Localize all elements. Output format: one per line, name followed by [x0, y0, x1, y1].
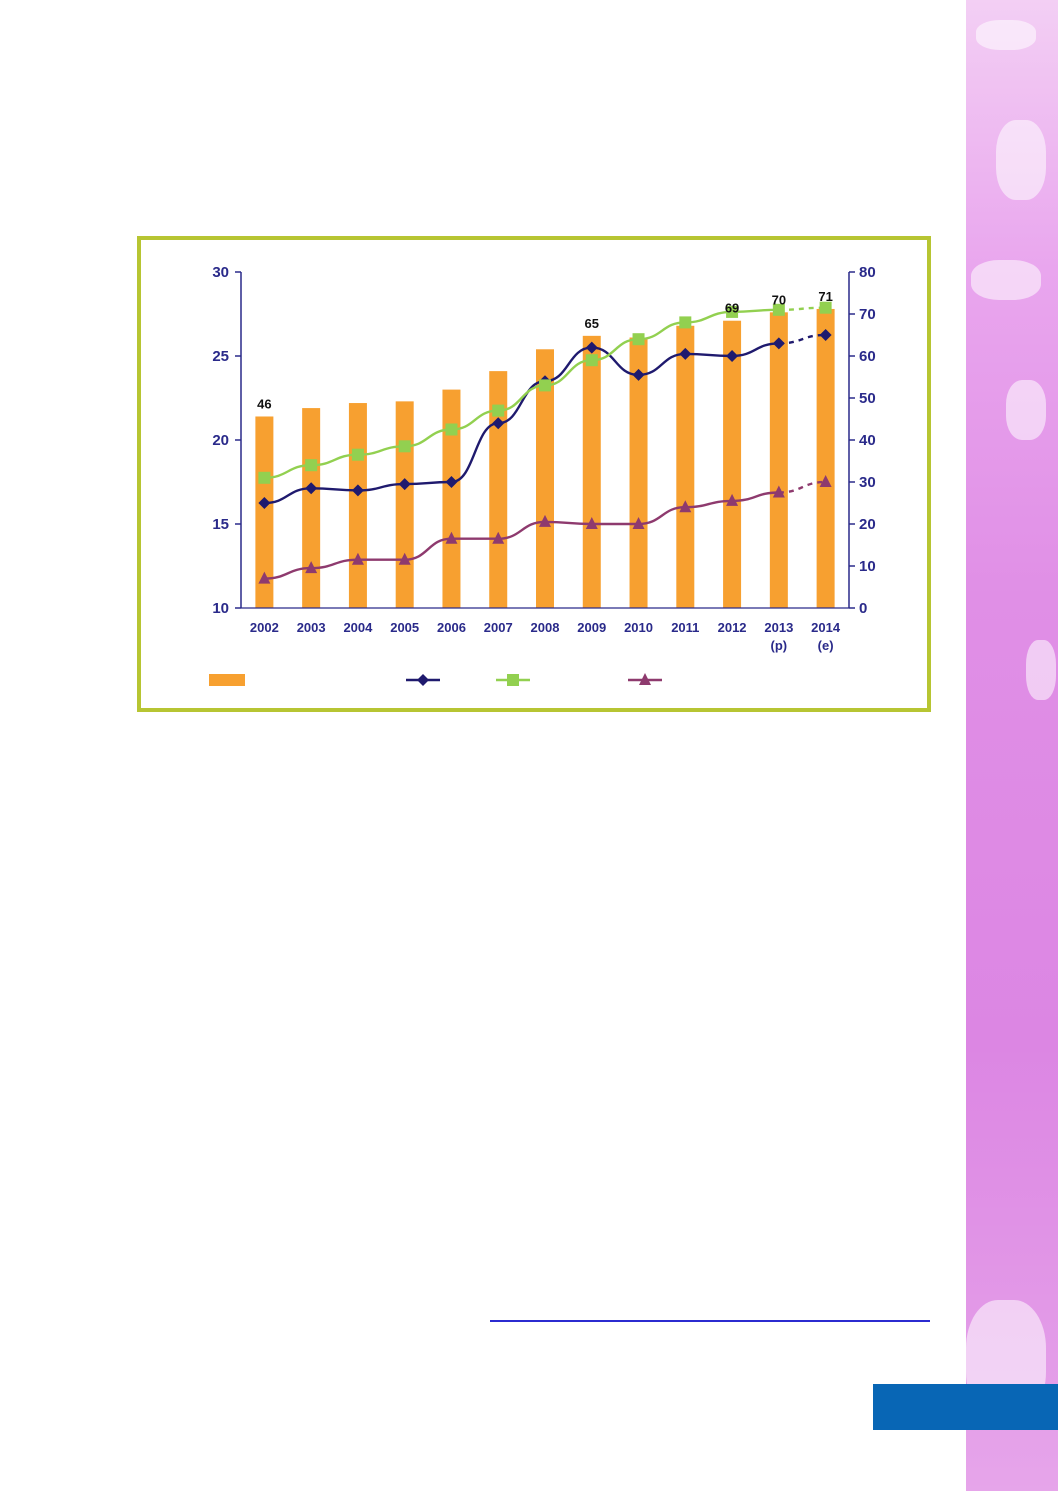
x-tick-label-2006: 2006 — [437, 620, 466, 635]
x-tick-sublabel-2013: (p) — [771, 638, 788, 653]
series-triangle-point-2005 — [398, 552, 411, 565]
bar-2005 — [395, 401, 414, 608]
series-triangle-point-2002 — [258, 571, 271, 584]
chart-frame: 10 15 20 25 30 0 10 20 30 40 50 60 70 80 2002 2003 2004… — [137, 236, 931, 712]
series-diamond-point-2006 — [445, 476, 458, 488]
series-triangle-line — [264, 491, 779, 580]
series-diamond-point-2004 — [351, 484, 364, 497]
x-tick-label-2007: 2007 — [484, 620, 513, 635]
series-triangle-point-2007 — [492, 531, 505, 544]
series-triangle-point-2004 — [351, 552, 364, 565]
series-square-line — [264, 308, 779, 479]
left-axis-tick-label: 25 — [212, 348, 229, 365]
bar-2013 — [769, 312, 788, 608]
series-diamond-line — [264, 342, 779, 505]
series-square-point-2008 — [539, 379, 551, 392]
bar-2003 — [302, 408, 321, 608]
series-diamond-point-2005 — [398, 478, 411, 491]
bar-data-label-2002: 46 — [257, 396, 271, 411]
x-tick-label-2004: 2004 — [343, 620, 373, 635]
series-diamond-point-2014 — [819, 329, 832, 341]
series-square-point-2004 — [351, 448, 364, 461]
bar-data-label-2012: 69 — [725, 301, 739, 316]
legend-bar-swatch — [209, 674, 245, 686]
bar-2008 — [536, 349, 554, 608]
series-diamond-point-2010 — [632, 368, 645, 381]
right-axis-tick-label: 60 — [859, 348, 876, 365]
bar-2004 — [348, 403, 367, 608]
x-tick-label-2012: 2012 — [718, 620, 747, 635]
bar-data-label-2013: 70 — [772, 292, 786, 307]
left-axis-tick-label: 10 — [212, 600, 229, 617]
right-axis-tick-label: 30 — [859, 474, 876, 491]
series-diamond-point-2009 — [585, 341, 598, 354]
series-square-point-2002 — [258, 471, 271, 484]
series-triangle-point-2010 — [632, 517, 645, 529]
bar-2009 — [582, 335, 601, 608]
series-square-point-2005 — [398, 440, 411, 453]
bar-2014 — [816, 308, 835, 608]
x-tick-label-2011: 2011 — [671, 620, 699, 635]
series-triangle-point-2011 — [679, 500, 692, 513]
x-tick-label-2005: 2005 — [390, 620, 419, 635]
series-diamond-point-2002 — [258, 497, 271, 509]
series-triangle-point-2012 — [726, 493, 739, 506]
bar-2011 — [676, 325, 695, 608]
series-square-point-2014 — [819, 301, 832, 314]
right-axis-tick-label: 50 — [859, 390, 876, 407]
series-diamond-point-2011 — [679, 347, 692, 360]
bar-data-label-2009: 65 — [585, 316, 599, 331]
series-square-point-2009 — [585, 354, 598, 367]
series-square-point-2007 — [492, 404, 505, 417]
bar-2007 — [489, 371, 508, 608]
series-triangle-point-2006 — [445, 531, 458, 544]
bar-2002 — [255, 416, 274, 608]
x-tick-sublabel-2014: (e) — [818, 638, 834, 653]
x-tick-label-2003: 2003 — [297, 620, 326, 635]
left-axis-tick-label: 30 — [212, 264, 229, 281]
bar-2012 — [723, 320, 742, 608]
bar-2006 — [442, 389, 461, 608]
series-square-point-2006 — [445, 423, 458, 436]
series-triangle-point-2003 — [305, 561, 318, 574]
right-axis-tick-label: 0 — [859, 600, 867, 617]
series-square-point-2011 — [679, 316, 692, 329]
bar-2010 — [629, 337, 648, 608]
series-diamond-point-2003 — [305, 482, 318, 495]
combo-chart: 10 15 20 25 30 0 10 20 30 40 50 60 70 80 2002 2003 2004… — [209, 264, 876, 686]
right-axis-tick-label: 10 — [859, 558, 876, 575]
series-triangle-line-dashed — [778, 480, 826, 494]
x-tick-label-2014: 2014 — [811, 620, 841, 635]
x-tick-label-2002: 2002 — [250, 620, 279, 635]
series-triangle-point-2008 — [539, 514, 551, 527]
side-decorative-panel — [966, 0, 1058, 1491]
right-axis-tick-label: 70 — [859, 306, 876, 323]
x-tick-label-2008: 2008 — [531, 620, 560, 635]
bar-data-label-2014: 71 — [818, 289, 832, 304]
series-diamond-point-2012 — [726, 350, 739, 362]
x-tick-label-2013: 2013 — [764, 620, 793, 635]
series-triangle-point-2013 — [772, 485, 785, 498]
page-tab — [873, 1384, 1058, 1430]
right-axis-tick-label: 80 — [859, 264, 876, 281]
series-square-point-2003 — [305, 459, 318, 472]
series-diamond-point-2013 — [772, 337, 785, 350]
left-axis-tick-label: 20 — [212, 432, 229, 449]
left-axis-tick-label: 15 — [212, 516, 229, 533]
series-square-point-2013 — [772, 303, 785, 316]
series-diamond-point-2007 — [492, 417, 505, 430]
x-tick-label-2010: 2010 — [624, 620, 653, 635]
footer-rule — [490, 1320, 930, 1322]
x-tick-label-2009: 2009 — [577, 620, 606, 635]
series-square-point-2012 — [726, 305, 739, 318]
series-triangle-point-2014 — [819, 475, 832, 487]
series-square-point-2010 — [632, 333, 645, 346]
right-axis-tick-label: 20 — [859, 516, 876, 533]
series-triangle-point-2009 — [585, 517, 598, 529]
right-axis-tick-label: 40 — [859, 432, 876, 449]
